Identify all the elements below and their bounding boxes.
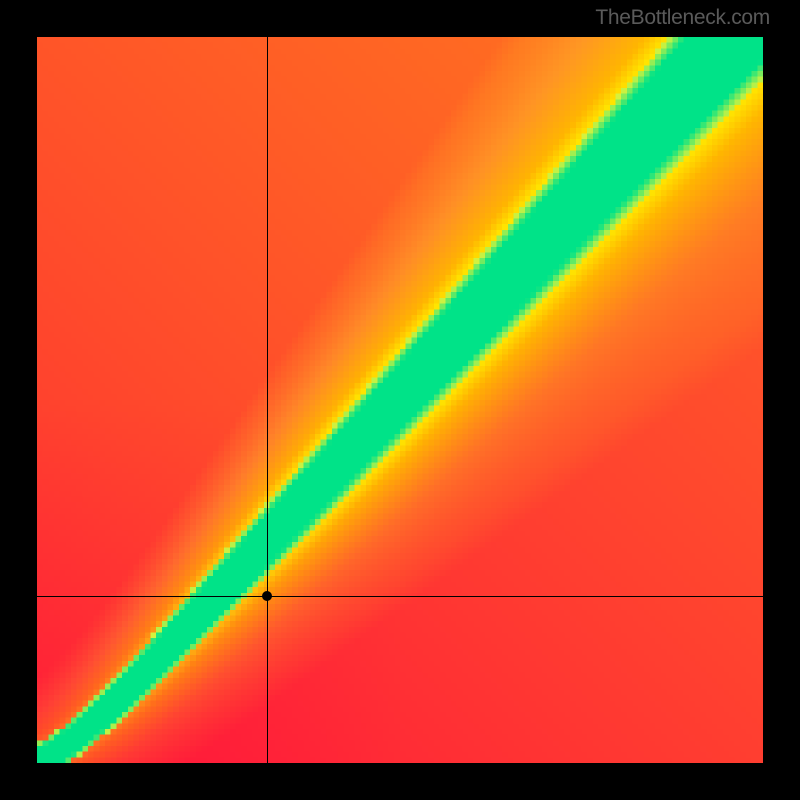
data-point-marker: [262, 591, 272, 601]
crosshair-vertical: [267, 37, 268, 763]
crosshair-horizontal: [37, 596, 763, 597]
watermark-label: TheBottleneck.com: [595, 6, 770, 30]
bottleneck-heatmap: [37, 37, 763, 763]
